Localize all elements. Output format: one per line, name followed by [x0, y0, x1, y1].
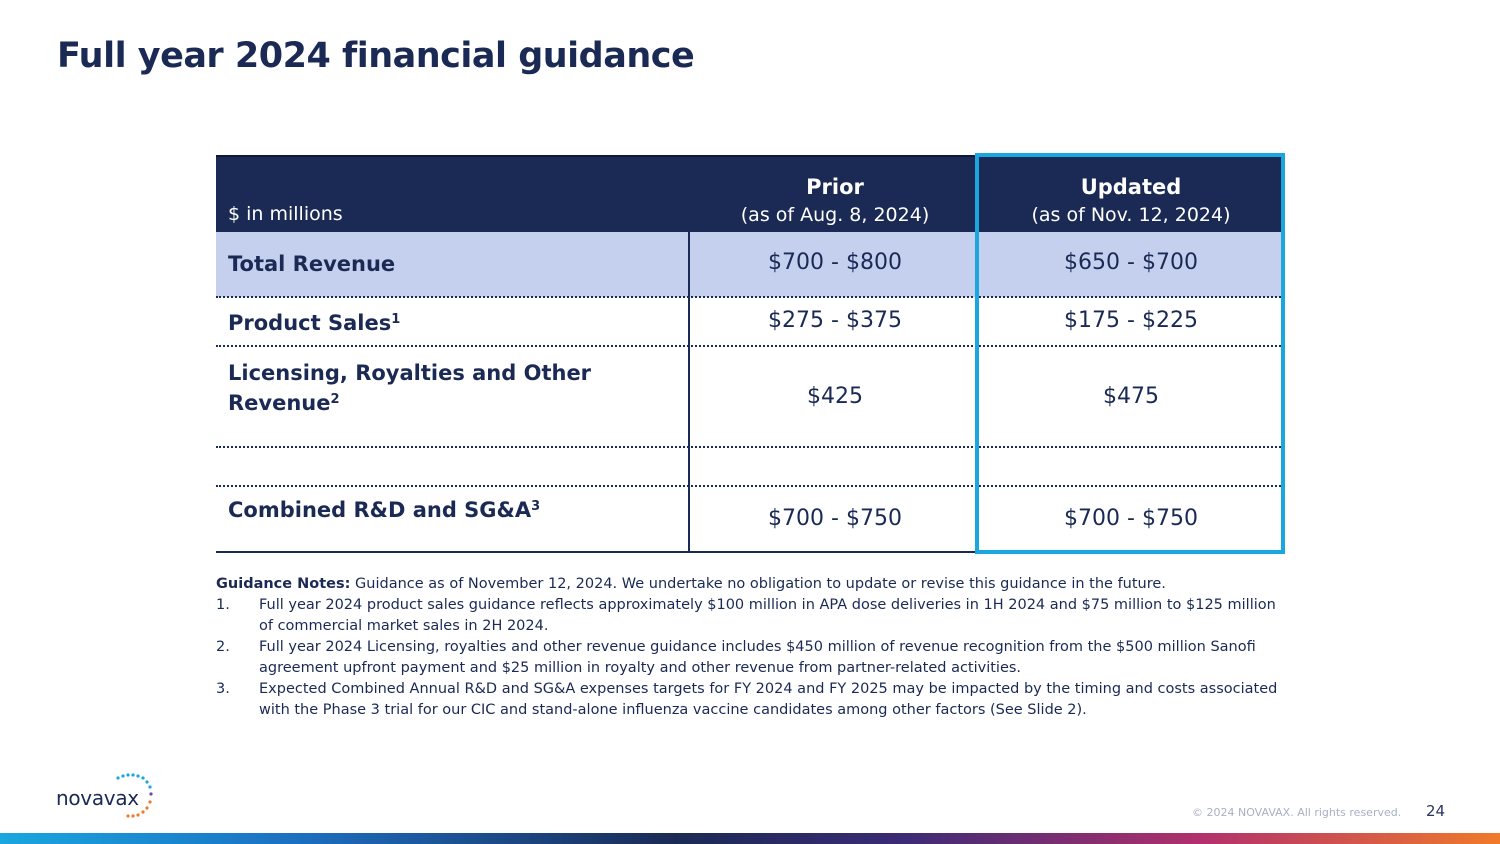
row-label: Product Sales1 — [228, 308, 400, 338]
note-text: Full year 2024 product sales guidance re… — [259, 597, 1276, 634]
note-number: 3. — [216, 679, 230, 700]
table-row-total-revenue: Total Revenue $700 - $800 $650 - $700 — [216, 232, 1284, 297]
label-column-divider — [688, 232, 690, 552]
table-row-empty — [216, 447, 1284, 484]
note-item: 2. Full year 2024 Licensing, royalties a… — [216, 637, 1286, 679]
note-text: Full year 2024 Licensing, royalties and … — [259, 639, 1256, 676]
prior-date: (as of Aug. 8, 2024) — [690, 201, 980, 229]
prior-value: $700 - $750 — [690, 506, 980, 531]
prior-value: $425 — [690, 384, 980, 409]
prior-title: Prior — [690, 173, 980, 201]
copyright-text: © 2024 NOVAVAX. All rights reserved. — [1192, 806, 1401, 819]
note-number: 1. — [216, 595, 230, 616]
table-bottom-border — [216, 551, 1284, 553]
updated-column-header: Updated (as of Nov. 12, 2024) — [982, 173, 1280, 229]
table-row-licensing: Licensing, Royalties and Other Revenue2 $… — [216, 346, 1284, 446]
units-label: $ in millions — [228, 203, 343, 225]
footnote-marker: 2 — [331, 392, 340, 407]
row-label: Combined R&D and SG&A3 — [228, 495, 540, 525]
page-title: Full year 2024 financial guidance — [57, 36, 694, 76]
updated-value: $700 - $750 — [982, 506, 1280, 531]
prior-value: $275 - $375 — [690, 308, 980, 333]
guidance-table: $ in millions Prior (as of Aug. 8, 2024)… — [216, 155, 1284, 553]
prior-column-header: Prior (as of Aug. 8, 2024) — [690, 173, 980, 229]
footnote-marker: 3 — [531, 499, 540, 514]
prior-value: $700 - $800 — [690, 250, 980, 275]
notes-lead: Guidance Notes: Guidance as of November … — [216, 574, 1286, 595]
updated-title: Updated — [982, 173, 1280, 201]
footer-gradient-bar — [0, 833, 1500, 844]
updated-date: (as of Nov. 12, 2024) — [982, 201, 1280, 229]
row-label: Total Revenue — [228, 249, 395, 279]
updated-value: $650 - $700 — [982, 250, 1280, 275]
note-item: 3. Expected Combined Annual R&D and SG&A… — [216, 679, 1286, 721]
updated-value: $175 - $225 — [982, 308, 1280, 333]
table-header: $ in millions Prior (as of Aug. 8, 2024)… — [216, 155, 1284, 232]
table-row-product-sales: Product Sales1 $275 - $375 $175 - $225 — [216, 297, 1284, 346]
guidance-notes: Guidance Notes: Guidance as of November … — [216, 574, 1286, 721]
page-number: 24 — [1426, 802, 1445, 820]
note-item: 1. Full year 2024 product sales guidance… — [216, 595, 1286, 637]
footnote-marker: 1 — [391, 312, 400, 327]
updated-value: $475 — [982, 384, 1280, 409]
note-number: 2. — [216, 637, 230, 658]
note-text: Expected Combined Annual R&D and SG&A ex… — [259, 681, 1277, 718]
row-label: Licensing, Royalties and Other Revenue2 — [228, 358, 591, 418]
table-row-combined-rd-sga: Combined R&D and SG&A3 $700 - $750 $700 … — [216, 486, 1284, 551]
novavax-logo: novavax — [56, 772, 156, 820]
